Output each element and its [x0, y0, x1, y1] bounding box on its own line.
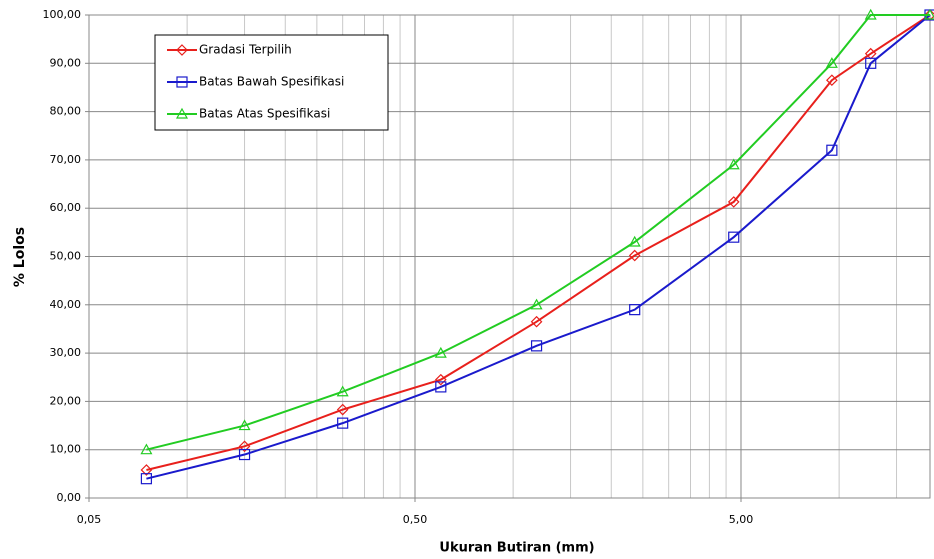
marker: [434, 346, 447, 358]
marker: [728, 231, 740, 243]
series-line: [146, 14, 931, 471]
legend: Gradasi Terpilih Batas Bawah Spesifikasi B…: [154, 34, 389, 131]
series-line: [146, 14, 930, 451]
marker: [727, 196, 740, 208]
y-tick-label: 30,00: [50, 346, 82, 359]
y-tick-label: 50,00: [50, 250, 82, 263]
marker: [727, 158, 740, 170]
marker: [175, 107, 189, 119]
y-tick-label: 20,00: [50, 394, 82, 407]
marker: [530, 298, 543, 310]
x-tick-label: 5,00: [729, 513, 754, 526]
marker: [530, 340, 543, 352]
marker: [238, 419, 251, 431]
y-tick-label: 10,00: [50, 443, 82, 456]
marker: [434, 373, 447, 386]
y-tick-label: 90,00: [50, 56, 82, 69]
marker: [435, 381, 447, 393]
marker: [628, 235, 641, 247]
legend-label: Batas Atas Spesifikasi: [199, 107, 330, 121]
y-tick-label: 60,00: [50, 201, 82, 214]
marker: [336, 403, 349, 416]
series-line: [146, 14, 931, 480]
x-tick-label: 0,05: [77, 513, 102, 526]
marker: [238, 448, 251, 461]
marker: [140, 443, 153, 455]
plot-border: [88, 14, 931, 499]
marker: [140, 473, 153, 485]
legend-label: Batas Bawah Spesifikasi: [199, 75, 344, 89]
marker: [629, 304, 641, 316]
marker: [336, 385, 349, 397]
y-axis-label: % Lolos: [12, 227, 28, 287]
x-tick-label: 0,50: [403, 513, 428, 526]
legend-label: Gradasi Terpilih: [199, 43, 292, 57]
y-tick-label: 100,00: [43, 8, 82, 21]
y-tick-label: 0,00: [57, 491, 82, 504]
x-axis-label: Ukuran Butiran (mm): [439, 541, 594, 556]
marker: [337, 417, 349, 429]
marker: [864, 8, 877, 20]
marker: [176, 44, 188, 56]
y-tick-label: 70,00: [50, 153, 82, 166]
marker: [530, 315, 543, 328]
y-tick-label: 80,00: [50, 105, 82, 118]
marker: [826, 74, 838, 87]
marker: [826, 144, 838, 156]
marker: [140, 464, 153, 476]
marker: [825, 57, 838, 68]
y-tick-label: 40,00: [50, 298, 82, 311]
marker: [176, 76, 188, 88]
marker: [923, 8, 934, 20]
marker: [238, 440, 251, 453]
marker: [865, 57, 877, 69]
marker: [628, 249, 641, 262]
